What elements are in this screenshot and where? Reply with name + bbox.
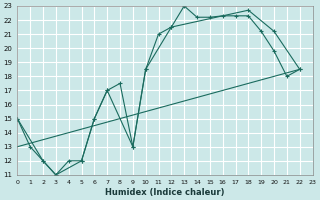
X-axis label: Humidex (Indice chaleur): Humidex (Indice chaleur) [105,188,225,197]
